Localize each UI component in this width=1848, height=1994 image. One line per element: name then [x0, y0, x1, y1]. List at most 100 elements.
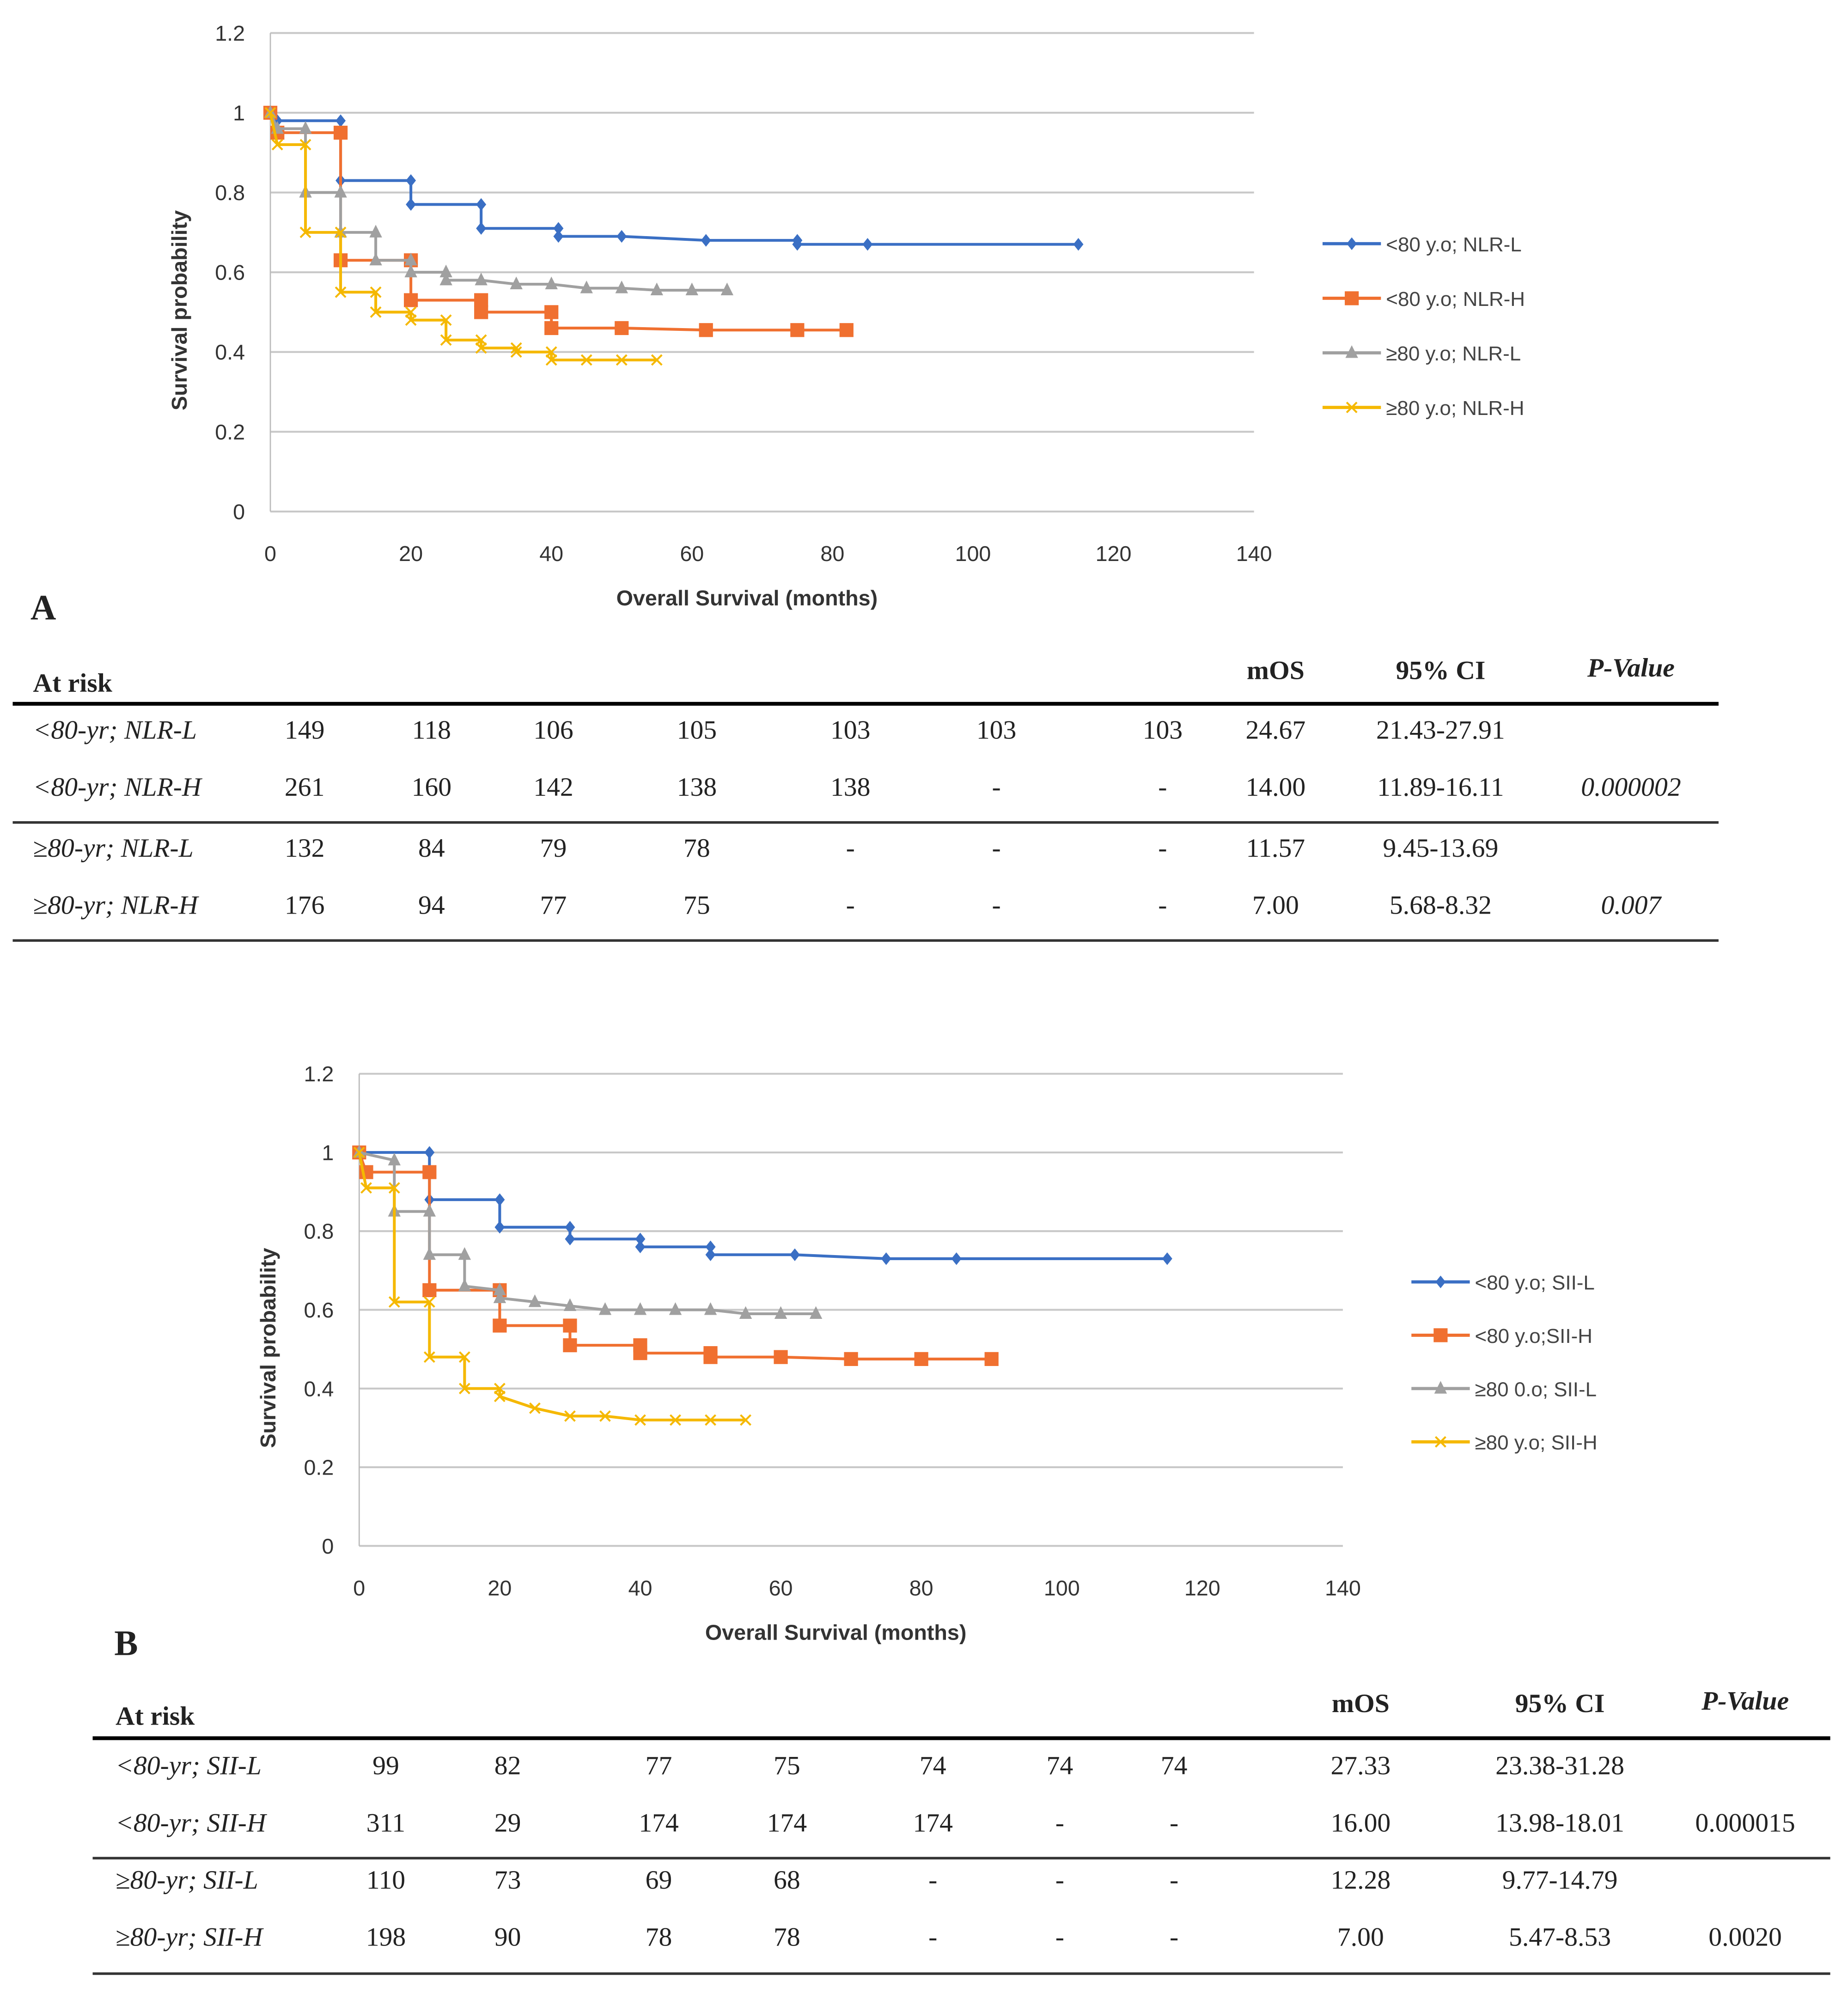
- mos-value: 11.57: [1246, 832, 1305, 863]
- data-point: [423, 1247, 436, 1260]
- data-point: [701, 234, 711, 247]
- ci-value: 5.47-8.53: [1509, 1921, 1611, 1952]
- data-point: [565, 1232, 575, 1245]
- table-rule: [12, 821, 1719, 824]
- data-point: [563, 1318, 577, 1333]
- data-point: [474, 293, 488, 307]
- survival-curve: [358, 1152, 746, 1421]
- survival-curve: [269, 112, 727, 292]
- y-tick-label: 0.4: [304, 1377, 334, 1401]
- data-point: [353, 1146, 365, 1159]
- series-x: [264, 107, 663, 366]
- series-triangle: [353, 1145, 823, 1319]
- at-risk-count: 78: [683, 832, 710, 863]
- legend-entry: <80 y.o; NLR-H: [1386, 288, 1525, 311]
- data-point: [493, 1282, 506, 1295]
- row-label: <80-yr; SII-H: [115, 1807, 266, 1838]
- data-point: [458, 1383, 470, 1395]
- y-tick-label: 1.2: [215, 21, 245, 45]
- data-point: [335, 286, 347, 298]
- data-point: [544, 321, 559, 335]
- y-tick-label: 1: [233, 101, 245, 125]
- at-risk-count: -: [1055, 1921, 1065, 1952]
- data-point: [565, 1220, 575, 1234]
- at-risk-count: 160: [411, 771, 452, 802]
- legend-entry: ≥80 y.o; NLR-H: [1386, 397, 1524, 420]
- data-point: [1162, 1252, 1172, 1265]
- data-point: [271, 139, 283, 151]
- at-risk-count: 103: [830, 714, 871, 745]
- data-point: [599, 1410, 611, 1422]
- data-point: [633, 1346, 647, 1360]
- y-tick-label: 0.6: [304, 1298, 334, 1322]
- data-point: [615, 281, 628, 293]
- data-point: [914, 1352, 928, 1366]
- data-point: [510, 346, 522, 358]
- at-risk-count: -: [1055, 1807, 1065, 1838]
- at-risk-count: -: [846, 890, 855, 921]
- data-point: [740, 1414, 751, 1426]
- p-value: 0.0020: [1708, 1921, 1782, 1952]
- at-risk-count: 103: [976, 714, 1017, 745]
- at-risk-count: 78: [645, 1921, 672, 1952]
- data-point: [493, 1290, 506, 1303]
- legend-marker: [1346, 402, 1358, 414]
- legend-entry: ≥80 y.o; NLR-L: [1386, 342, 1521, 365]
- table-rule: [92, 1972, 1830, 1975]
- at-risk-count: -: [928, 1921, 938, 1952]
- data-point: [616, 230, 627, 243]
- row-label: <80-yr; SII-L: [115, 1750, 262, 1781]
- at-risk-count: -: [992, 890, 1001, 921]
- y-axis-label: Survival probability: [256, 1248, 280, 1448]
- data-point: [423, 1296, 435, 1308]
- data-point: [720, 282, 734, 295]
- table-rule: [92, 1857, 1830, 1860]
- data-point: [774, 1350, 788, 1364]
- km-chart-b: 0 0.2 0.4 0.6 0.8 1 1.2 0 20 40 60 80 100 120 140 Overa…: [256, 1062, 1598, 1645]
- at-risk-count: -: [846, 832, 855, 863]
- x-tick-label: 20: [488, 1576, 512, 1600]
- row-label: ≥80-yr; SII-H: [115, 1921, 263, 1952]
- data-point: [685, 282, 699, 295]
- data-point: [881, 1252, 891, 1265]
- at-risk-count: -: [1158, 832, 1167, 863]
- header-at-risk: At risk: [33, 667, 112, 698]
- data-point: [423, 1204, 436, 1217]
- legend-marker: [1433, 1328, 1448, 1342]
- data-point: [369, 252, 382, 266]
- table-rule: [12, 939, 1719, 942]
- at-risk-count: 74: [1160, 1750, 1188, 1781]
- legend-marker: [1347, 237, 1357, 250]
- at-risk-count: 75: [683, 890, 710, 921]
- mos-value: 12.28: [1330, 1864, 1391, 1895]
- p-value: 0.007: [1601, 890, 1661, 921]
- x-axis-label: Overall Survival (months): [616, 586, 878, 610]
- data-point: [705, 1248, 716, 1262]
- data-point: [360, 1182, 372, 1194]
- at-risk-count: 82: [494, 1750, 521, 1781]
- data-point: [650, 282, 664, 295]
- at-risk-count: 198: [366, 1921, 406, 1952]
- survival-curve: [359, 1151, 816, 1316]
- at-risk-count: 77: [540, 890, 567, 921]
- at-risk-count: 138: [830, 771, 871, 802]
- data-point: [333, 126, 348, 140]
- data-point: [422, 1283, 437, 1298]
- at-risk-count: 138: [677, 771, 717, 802]
- at-risk-count: 73: [494, 1864, 521, 1895]
- p-value: 0.000015: [1695, 1807, 1795, 1838]
- at-risk-count: 149: [284, 714, 325, 745]
- data-point: [809, 1306, 823, 1319]
- data-point: [862, 238, 873, 251]
- data-point: [299, 226, 311, 238]
- data-point: [616, 354, 628, 366]
- data-point: [494, 1220, 505, 1234]
- at-risk-count: 261: [284, 771, 325, 802]
- legend-entry: <80 y.o;SII-H: [1475, 1325, 1592, 1348]
- at-risk-count: 29: [494, 1807, 521, 1838]
- at-risk-count: 174: [913, 1807, 953, 1838]
- data-point: [335, 226, 347, 238]
- x-tick-label: 140: [1325, 1576, 1361, 1600]
- data-point: [951, 1252, 962, 1265]
- ci-value: 13.98-18.01: [1495, 1807, 1624, 1838]
